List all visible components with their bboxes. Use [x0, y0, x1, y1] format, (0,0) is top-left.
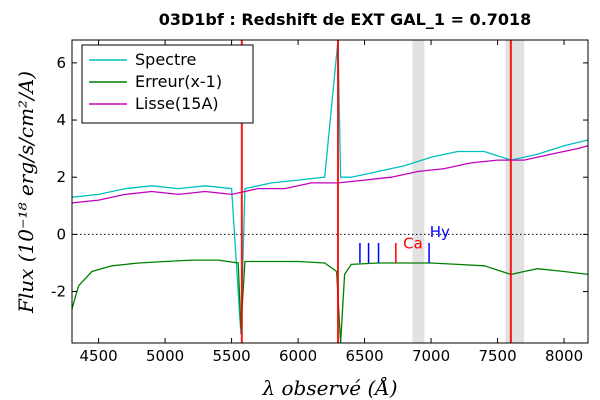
sky-line-markers [240, 40, 512, 343]
y-axis-label: Flux (10⁻¹⁸ erg/s/cm²/A) [14, 71, 38, 314]
x-axis-ticks: 4500 5000 5500 6000 6500 7000 7500 8000 [80, 40, 583, 365]
absorption-line-ticks [359, 242, 430, 263]
y-tick-label-3: 4 [56, 111, 66, 129]
line-label-0: Ca [403, 235, 423, 253]
legend-box [81, 44, 254, 124]
series-line-1 [71, 259, 589, 344]
y-axis-ticks: -2 0 2 4 6 [51, 54, 588, 301]
y-tick-label-4: 6 [56, 54, 66, 72]
plot-area-frame [71, 39, 589, 344]
series-line-0 [71, 39, 589, 335]
chart-title: 03D1bf : Redshift de EXT GAL_1 = 0.7018 [159, 10, 532, 29]
x-tick-label-3: 6000 [279, 347, 317, 365]
legend-label-1: Erreur(x-1) [135, 72, 222, 91]
legend: Spectre Erreur(x-1) Lisse(15A) [81, 44, 254, 124]
x-tick-label-2: 5500 [212, 347, 250, 365]
x-tick-label-5: 7000 [412, 347, 450, 365]
line-label-1: Hy [430, 223, 450, 241]
x-tick-label-0: 4500 [80, 347, 118, 365]
x-tick-label-1: 5000 [146, 347, 184, 365]
y-tick-label-0: -2 [51, 283, 66, 301]
shaded-bands [412, 40, 525, 343]
x-axis-label: λ observé (Å) [261, 375, 397, 400]
y-tick-label-2: 2 [56, 168, 66, 186]
absorption-line-labels: Ca Hy [403, 223, 450, 252]
x-tick-label-7: 8000 [545, 347, 583, 365]
x-tick-label-4: 6500 [345, 347, 383, 365]
shaded-band-1 [505, 40, 525, 343]
y-tick-label-1: 0 [56, 225, 66, 243]
legend-label-0: Spectre [135, 50, 196, 69]
shaded-band-0 [412, 40, 425, 343]
x-tick-label-6: 7500 [478, 347, 516, 365]
legend-label-2: Lisse(15A) [135, 94, 219, 113]
